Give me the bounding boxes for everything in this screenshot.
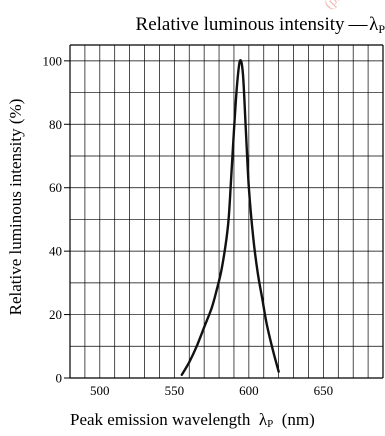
y-tick-label: 40 [49,244,62,259]
y-tick-label: 100 [43,53,63,68]
x-tick-label: 500 [90,383,110,398]
series-layer [180,59,280,377]
x-axis-lambda-subscript: P [267,418,274,430]
x-tick-label: 600 [239,383,259,398]
y-tick-label: 80 [49,117,62,132]
x-axis-unit: (nm) [281,410,315,429]
x-axis-label: Peak emission wavelength λP (nm) [70,410,315,430]
title-lambda-symbol: λ [369,14,379,35]
title-lambda-subscript: P [378,22,385,36]
x-tick-label: 650 [314,383,334,398]
x-axis-lambda-symbol: λ [258,410,268,429]
grid-minor [70,45,383,378]
grid-major [69,44,384,379]
y-axis-label-wrap: Relative luminous intensity (%) [4,40,28,374]
y-tick-label: 0 [56,371,63,386]
y-tick-label: 20 [49,307,62,322]
x-axis-label-text: Peak emission wavelength [70,410,251,429]
chart-title: Relative luminous intensity — λP [0,14,385,37]
series-line [180,59,280,377]
axis-ticks [64,60,70,379]
y-tick-label: 60 [49,180,62,195]
y-axis-label: Relative luminous intensity (%) [6,98,25,316]
title-dash: — [348,14,370,35]
axis-tick-labels: 500 550 600 650 0 20 40 60 80 100 [43,53,334,398]
chart-title-text: Relative luminous intensity [135,14,345,35]
x-tick-label: 550 [165,383,185,398]
